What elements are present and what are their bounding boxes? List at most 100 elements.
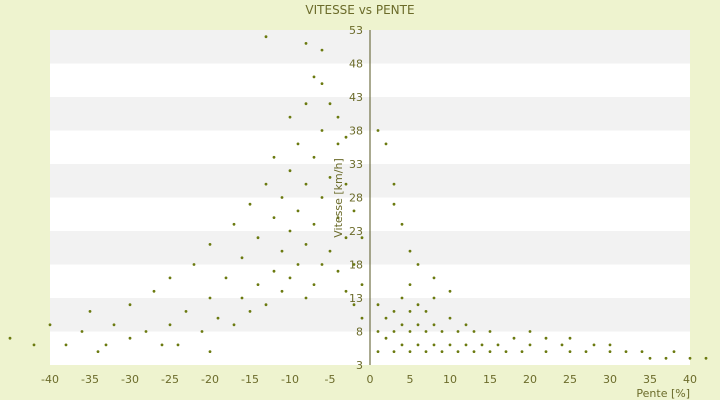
data-point (448, 343, 452, 347)
data-point (32, 343, 36, 347)
data-point (312, 75, 316, 79)
data-point (312, 222, 316, 226)
data-point (128, 336, 132, 340)
data-point (328, 102, 332, 106)
data-points (8, 35, 708, 360)
data-point (280, 289, 284, 293)
data-point (80, 330, 84, 333)
data-point (560, 343, 564, 347)
x-axis-label: Pente [%] (636, 387, 690, 400)
data-point (408, 350, 412, 353)
data-point (464, 323, 468, 327)
data-point (640, 350, 644, 353)
x-tick-label: 40 (683, 373, 697, 386)
data-point (248, 202, 252, 206)
data-point (376, 350, 380, 353)
data-point (152, 289, 156, 293)
data-point (280, 249, 284, 253)
data-point (520, 350, 524, 353)
data-point (400, 296, 404, 300)
y-tick-label: 43 (349, 91, 363, 104)
data-point (408, 283, 412, 286)
data-point (304, 243, 308, 246)
y-tick-label: 48 (349, 58, 363, 71)
x-tick-label: 25 (563, 373, 577, 386)
data-point (264, 303, 268, 307)
data-point (416, 303, 420, 307)
data-point (440, 350, 444, 353)
data-point (424, 350, 428, 353)
y-tick-label: 3 (356, 359, 363, 372)
y-tick-label: 33 (349, 158, 363, 171)
data-point (240, 296, 244, 300)
data-point (400, 343, 404, 347)
data-point (216, 316, 220, 320)
data-point (440, 330, 444, 333)
data-point (248, 310, 252, 313)
data-point (280, 196, 284, 199)
data-point (408, 310, 412, 313)
data-point (256, 236, 260, 240)
data-point (384, 142, 388, 146)
data-point (344, 236, 348, 240)
data-point (352, 209, 356, 213)
data-point (144, 330, 148, 333)
y-tick-label: 13 (349, 292, 363, 305)
data-point (272, 269, 276, 273)
x-tick-label: -20 (201, 373, 219, 386)
data-point (416, 343, 420, 347)
data-point (344, 135, 348, 139)
data-point (208, 350, 212, 353)
x-tick-label: 5 (407, 373, 414, 386)
data-point (608, 350, 612, 353)
data-point (88, 310, 92, 313)
data-point (104, 343, 108, 347)
data-point (400, 222, 404, 226)
data-point (568, 350, 572, 353)
data-point (376, 330, 380, 333)
data-point (392, 310, 396, 313)
data-point (392, 202, 396, 206)
x-tick-label: 30 (603, 373, 617, 386)
data-point (624, 350, 628, 353)
data-point (504, 350, 508, 353)
data-point (232, 323, 236, 327)
data-point (336, 269, 340, 273)
data-point (312, 155, 316, 159)
data-point (672, 350, 676, 353)
data-point (224, 276, 228, 280)
data-point (384, 316, 388, 320)
data-point (584, 350, 588, 353)
data-point (352, 303, 356, 307)
data-point (608, 343, 612, 347)
data-point (160, 343, 164, 347)
data-point (264, 182, 268, 186)
x-tick-label: -5 (325, 373, 336, 386)
data-point (304, 102, 308, 106)
data-point (416, 263, 420, 266)
y-tick-label: 23 (349, 225, 363, 238)
data-point (176, 343, 180, 347)
data-point (168, 276, 172, 280)
data-point (256, 283, 260, 286)
data-point (664, 356, 668, 360)
data-point (232, 222, 236, 226)
data-point (336, 115, 340, 119)
data-point (432, 276, 436, 280)
x-tick-label: 20 (523, 373, 537, 386)
data-point (264, 35, 268, 39)
data-point (208, 296, 212, 300)
data-point (304, 296, 308, 300)
x-axis-ticks: -40 -35 -30 -25 -20 -15 -10 -5 0 5 10 15 20 25 30 35 40 (41, 373, 697, 386)
x-tick-label: -25 (161, 373, 179, 386)
data-point (472, 330, 476, 333)
data-point (200, 330, 204, 333)
data-point (312, 283, 316, 286)
x-tick-label: -35 (81, 373, 99, 386)
data-point (288, 229, 292, 233)
data-point (328, 249, 332, 253)
x-tick-label: 35 (643, 373, 657, 386)
data-point (320, 48, 324, 52)
data-point (304, 182, 308, 186)
data-point (336, 216, 340, 220)
